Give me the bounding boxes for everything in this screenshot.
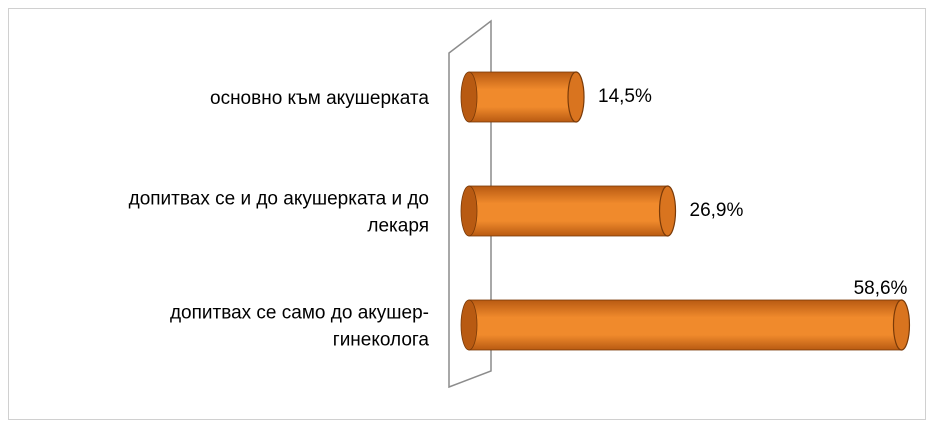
value-label-3: 58,6%	[854, 278, 908, 299]
bar-2-start-cap	[460, 185, 478, 237]
bar-1-end-cap	[567, 71, 585, 123]
bars-layer	[460, 71, 911, 351]
labels-layer: 14,5% основно към акушерката 26,9% допитвах…	[129, 86, 908, 351]
category-label-1: основно към акушерката	[210, 88, 429, 109]
bar-3	[468, 299, 902, 351]
bar-2-end-cap	[658, 185, 677, 237]
chart-frame: 14,5% основно към акушерката 26,9% допитвах…	[8, 8, 926, 420]
bar-1-start-cap	[460, 71, 478, 123]
bar-chart: 14,5% основно към акушерката 26,9% допитвах…	[129, 19, 911, 389]
value-label-1: 14,5%	[598, 86, 652, 107]
bar-1	[468, 71, 577, 123]
bar-3-start-cap	[460, 299, 478, 351]
bar-2	[468, 185, 668, 237]
bar-3-end-cap	[892, 299, 911, 351]
value-label-2: 26,9%	[690, 200, 744, 221]
category-label-3: допитвах се само до акушер-гинеколога	[170, 303, 429, 351]
category-label-2: допитвах се и до акушерката и до лекаря	[129, 189, 429, 237]
